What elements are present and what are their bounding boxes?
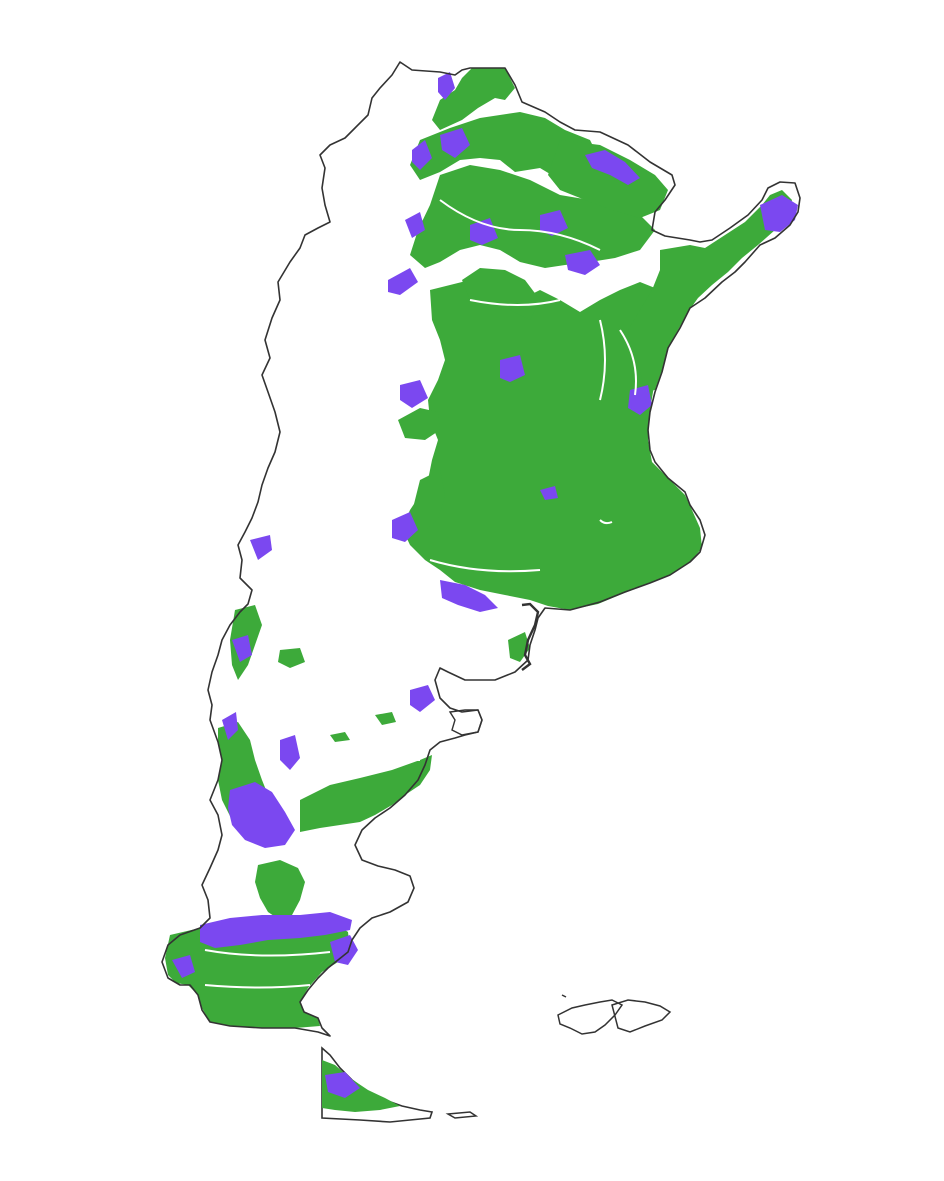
purple-area-cuyo-2 — [392, 512, 418, 542]
river-lines — [204, 199, 637, 989]
purple-area-santa-cruz-west — [172, 955, 195, 978]
falkland-islands-outline — [445, 994, 672, 1119]
purple-area-north-1 — [438, 72, 455, 100]
purple-area-rio-negro-north — [410, 685, 435, 712]
green-area-cuyo — [398, 408, 440, 440]
green-area-pampas — [402, 280, 702, 610]
green-area-small-1 — [375, 712, 396, 725]
purple-area-west-1 — [388, 268, 418, 295]
purple-area-pampa-south — [440, 580, 498, 612]
purple-area-chubut-1 — [280, 735, 300, 770]
tierra-del-fuego-outline — [321, 1046, 434, 1123]
purple-area-mendoza — [250, 535, 272, 560]
purple-area-tucuman — [470, 218, 498, 245]
green-area-chubut-central — [255, 860, 305, 920]
purple-area-north-2 — [412, 140, 432, 170]
green-area-santiago — [462, 268, 540, 320]
green-area-chaco — [410, 165, 655, 268]
green-area-noa — [432, 68, 515, 130]
green-area-mesopotamia — [628, 190, 792, 392]
purple-area-chubut-large — [228, 782, 295, 848]
green-area-santa-cruz — [165, 920, 350, 1028]
purple-area-chaco-1 — [540, 210, 568, 236]
green-area-rio-negro — [300, 755, 432, 832]
purple-area-corrientes — [760, 195, 798, 232]
purple-class-areas — [172, 72, 798, 1098]
purple-area-pampa-dots — [540, 486, 558, 500]
purple-area-chaco-2 — [565, 250, 600, 275]
valdes-peninsula — [448, 709, 483, 736]
green-area-neuquen-east — [278, 648, 305, 668]
purple-area-salta-east — [585, 150, 640, 185]
green-area-formosa — [548, 140, 668, 218]
purple-area-neuquen — [232, 635, 252, 662]
green-area-small-2 — [330, 732, 350, 742]
purple-area-north-3 — [440, 128, 470, 158]
purple-area-chubut-west — [222, 712, 238, 740]
purple-area-cuyo-1 — [400, 380, 428, 408]
purple-area-entre-rios — [628, 385, 652, 415]
purple-area-tierra-del-fuego — [325, 1072, 360, 1098]
green-area-central-west — [410, 470, 445, 530]
purple-area-santa-cruz-north — [200, 912, 352, 948]
argentina-mainland-outline — [161, 61, 801, 1037]
rio-de-la-plata-coast — [521, 602, 540, 671]
purple-area-catamarca — [500, 355, 525, 382]
purple-area-west-2 — [405, 212, 425, 238]
